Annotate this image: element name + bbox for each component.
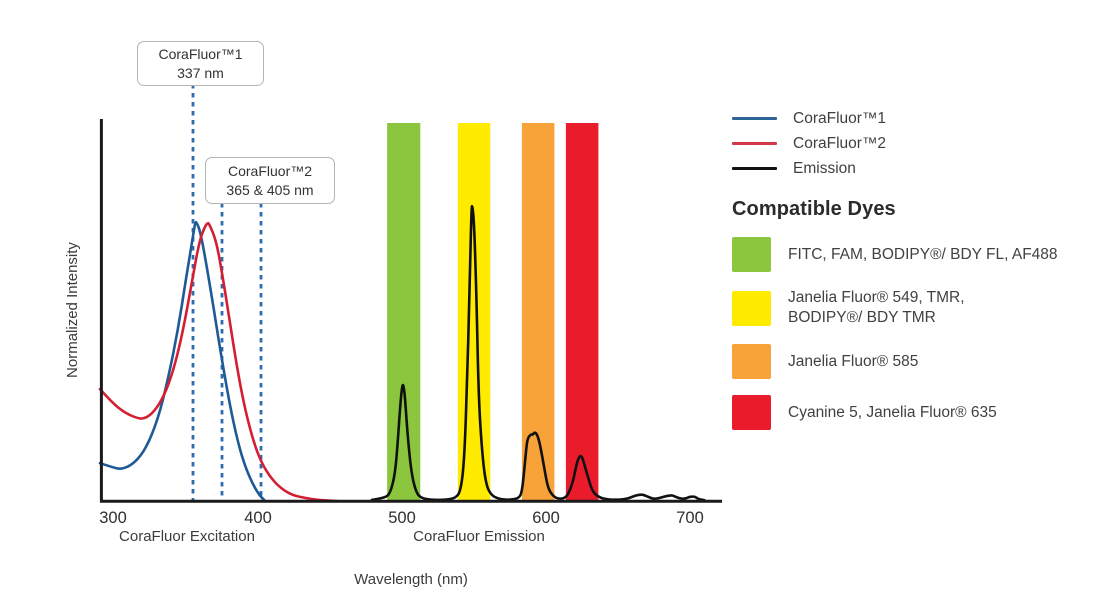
dye-label: Janelia Fluor® 549, TMR, BODIPY®/ BDY TMR: [788, 289, 965, 326]
x-tick-500: 500: [388, 509, 416, 527]
compatible-dyes-list: FITC, FAM, BODIPY®/ BDY FL, AF488 Janelia…: [732, 237, 1104, 430]
filter-band-red: [565, 123, 599, 501]
legend: CoraFluor™1 CoraFluor™2 Emission: [732, 106, 1104, 181]
dye-item-green: FITC, FAM, BODIPY®/ BDY FL, AF488: [732, 237, 1104, 272]
legend-item-3: Emission: [732, 156, 1104, 181]
dye-color-swatch: [732, 237, 771, 272]
emission-curve: [370, 204, 706, 502]
dye-color-swatch: [732, 290, 771, 326]
dye-label: Cyanine 5, Janelia Fluor® 635: [788, 403, 997, 421]
excitation-section-label: CoraFluor Excitation: [119, 528, 255, 545]
legend-label: Emission: [793, 159, 856, 177]
compatible-dyes-heading: Compatible Dyes: [732, 198, 896, 220]
dye-item-yellow: Janelia Fluor® 549, TMR, BODIPY®/ BDY TMR: [732, 288, 1104, 328]
x-tick-700: 700: [676, 509, 704, 527]
x-tick-600: 600: [532, 509, 560, 527]
excitation-curve-corafluor2: [98, 221, 338, 503]
dye-label: Janelia Fluor® 585: [788, 352, 919, 370]
excitation-markers-group: [191, 84, 263, 501]
callout-corafluor2-title: CoraFluor™2: [227, 162, 313, 179]
y-axis-title: Normalized Intensity: [64, 242, 81, 378]
legend-line-swatch: [732, 117, 777, 120]
spectra-chart: 300 400 500 600 700 CoraFluor Excitation…: [64, 84, 722, 588]
filter-bands-group: [387, 123, 599, 501]
callout-corafluor1: CoraFluor™1 337 nm: [137, 41, 264, 86]
callout-corafluor1-value: 337 nm: [177, 64, 224, 81]
excitation-curve-corafluor1: [98, 220, 267, 503]
x-tick-300: 300: [99, 509, 127, 527]
legend-label: CoraFluor™1: [793, 109, 887, 127]
spectra-series-group: [98, 204, 706, 503]
dye-color-swatch: [732, 395, 771, 430]
filter-band-yellow: [457, 123, 491, 501]
dye-label: FITC, FAM, BODIPY®/ BDY FL, AF488: [788, 245, 1058, 263]
legend-line-swatch: [732, 142, 777, 145]
callout-corafluor2: CoraFluor™2 365 & 405 nm: [205, 157, 335, 204]
filter-band-green: [387, 123, 421, 501]
callout-corafluor1-title: CoraFluor™1: [158, 45, 243, 62]
dye-color-swatch: [732, 344, 771, 379]
right-panel: CoraFluor™1 CoraFluor™2 Emission Compatibl…: [732, 106, 1104, 446]
callout-corafluor2-value: 365 & 405 nm: [226, 181, 314, 198]
dye-item-orange: Janelia Fluor® 585: [732, 344, 1104, 379]
legend-label: CoraFluor™2: [793, 134, 887, 152]
x-tick-400: 400: [244, 509, 272, 527]
dye-item-red: Cyanine 5, Janelia Fluor® 635: [732, 395, 1104, 430]
legend-line-swatch: [732, 167, 777, 170]
legend-item-1: CoraFluor™1: [732, 106, 1104, 131]
emission-section-label: CoraFluor Emission: [413, 528, 545, 545]
x-axis-title: Wavelength (nm): [354, 571, 468, 588]
legend-item-2: CoraFluor™2: [732, 131, 1104, 156]
